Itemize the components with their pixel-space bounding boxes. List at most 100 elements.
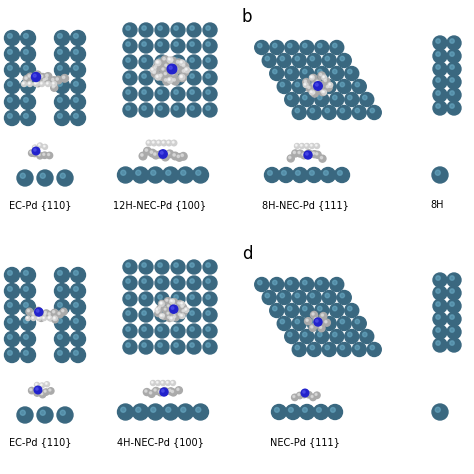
Circle shape [53, 318, 55, 320]
Circle shape [309, 324, 316, 331]
Circle shape [123, 23, 137, 37]
Circle shape [352, 106, 366, 119]
Circle shape [8, 82, 12, 86]
Circle shape [57, 271, 62, 275]
Circle shape [177, 404, 193, 420]
Circle shape [315, 79, 321, 85]
Circle shape [310, 75, 314, 80]
Circle shape [436, 52, 440, 56]
Circle shape [142, 279, 146, 283]
Circle shape [302, 306, 307, 311]
Circle shape [60, 410, 65, 415]
Circle shape [36, 309, 38, 311]
Circle shape [184, 308, 189, 312]
Circle shape [28, 387, 35, 394]
Circle shape [47, 154, 50, 155]
Circle shape [55, 316, 70, 330]
Circle shape [126, 343, 130, 347]
Circle shape [288, 280, 292, 285]
Circle shape [8, 113, 12, 118]
Circle shape [57, 286, 62, 292]
Circle shape [123, 103, 137, 117]
Circle shape [300, 92, 314, 107]
Circle shape [322, 317, 336, 330]
Circle shape [166, 299, 168, 301]
Circle shape [310, 171, 314, 175]
Circle shape [57, 319, 62, 323]
Circle shape [325, 84, 332, 91]
Circle shape [319, 155, 326, 162]
Circle shape [73, 286, 78, 292]
Circle shape [44, 73, 52, 80]
Circle shape [340, 319, 345, 324]
Circle shape [297, 392, 303, 399]
Circle shape [21, 82, 27, 86]
Circle shape [264, 167, 280, 182]
Circle shape [158, 74, 162, 78]
Circle shape [126, 295, 130, 299]
Circle shape [171, 307, 174, 310]
Circle shape [192, 404, 209, 420]
Circle shape [272, 404, 286, 419]
Circle shape [433, 286, 447, 300]
Circle shape [181, 154, 183, 156]
Circle shape [123, 55, 137, 69]
Circle shape [285, 40, 299, 55]
Circle shape [155, 308, 160, 312]
Circle shape [166, 315, 173, 321]
Circle shape [53, 82, 54, 84]
Circle shape [147, 404, 164, 420]
Circle shape [142, 327, 146, 331]
Circle shape [367, 343, 381, 356]
Circle shape [347, 69, 352, 74]
Circle shape [123, 87, 137, 101]
Circle shape [363, 95, 367, 100]
Circle shape [285, 329, 299, 344]
Circle shape [173, 304, 175, 306]
Circle shape [180, 75, 182, 78]
Circle shape [35, 82, 36, 84]
Circle shape [47, 314, 54, 321]
Circle shape [190, 58, 194, 62]
Circle shape [24, 271, 28, 275]
Circle shape [148, 391, 155, 397]
Circle shape [325, 319, 329, 324]
Circle shape [27, 82, 33, 86]
Circle shape [34, 146, 35, 148]
Circle shape [71, 347, 85, 363]
Circle shape [55, 347, 70, 363]
Circle shape [433, 49, 447, 63]
Circle shape [142, 343, 146, 347]
Circle shape [37, 143, 43, 148]
Circle shape [164, 63, 170, 70]
Circle shape [20, 63, 36, 78]
Circle shape [302, 332, 307, 337]
Circle shape [4, 30, 19, 46]
Circle shape [314, 151, 321, 158]
Circle shape [35, 383, 39, 387]
Circle shape [285, 66, 299, 81]
Circle shape [57, 170, 73, 186]
Circle shape [34, 82, 38, 86]
Circle shape [203, 340, 217, 354]
Circle shape [181, 407, 186, 412]
Circle shape [285, 404, 301, 419]
Circle shape [300, 66, 314, 81]
Circle shape [34, 149, 36, 151]
Circle shape [292, 54, 306, 67]
Circle shape [257, 43, 262, 48]
Circle shape [163, 155, 165, 157]
Circle shape [172, 73, 174, 75]
Circle shape [46, 82, 51, 86]
Circle shape [35, 80, 42, 87]
Text: d: d [242, 245, 253, 263]
Circle shape [178, 313, 181, 315]
Circle shape [190, 279, 194, 283]
Circle shape [161, 381, 165, 385]
Circle shape [164, 308, 166, 310]
Circle shape [310, 76, 312, 78]
Circle shape [314, 323, 316, 325]
Circle shape [73, 335, 78, 339]
Circle shape [139, 23, 153, 37]
Circle shape [447, 338, 461, 352]
